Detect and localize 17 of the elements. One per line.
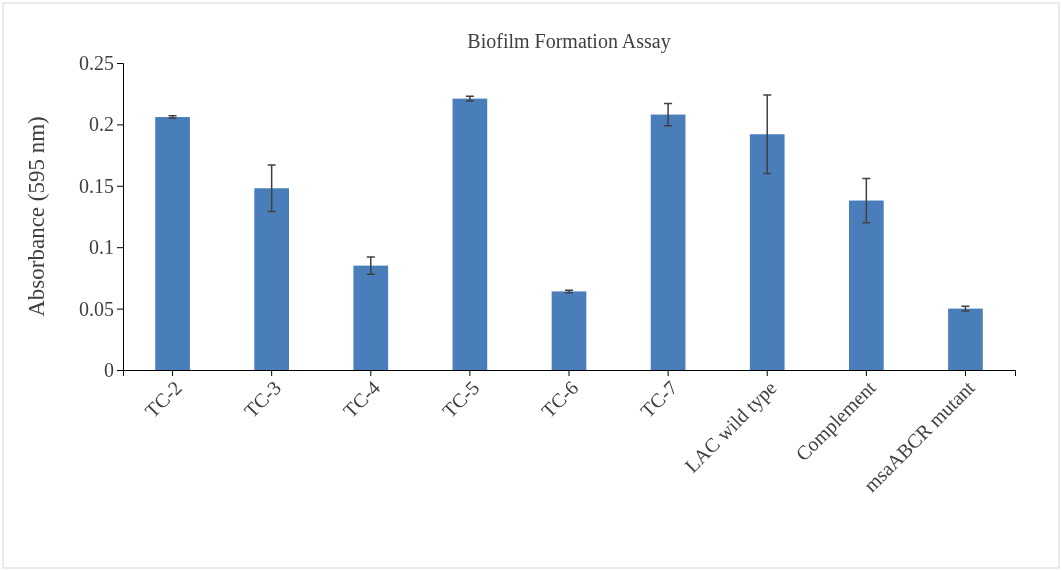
y-tick-label: 0.15 [79, 174, 114, 197]
y-axis-title: Absorbance (595 nm) [24, 116, 49, 317]
bar [749, 134, 785, 370]
y-tick-label: 0.2 [89, 113, 114, 136]
bar [948, 308, 983, 370]
bar [551, 291, 587, 370]
bar [848, 200, 884, 370]
bar [254, 188, 290, 370]
y-tick-label: 0 [104, 358, 114, 381]
y-tick-label: 0.05 [79, 297, 114, 320]
bar [452, 98, 488, 370]
y-tick-label: 0.25 [79, 51, 114, 74]
bar [353, 265, 389, 370]
bar [155, 117, 190, 370]
bar [650, 114, 686, 370]
chart-title: Biofilm Formation Assay [467, 30, 671, 53]
y-tick-label: 0.1 [89, 236, 114, 259]
